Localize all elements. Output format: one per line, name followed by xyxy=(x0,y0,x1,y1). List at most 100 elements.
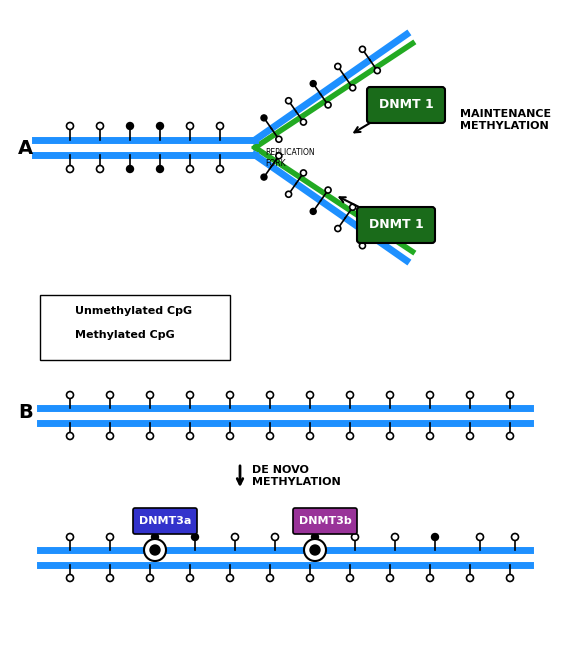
Circle shape xyxy=(186,165,194,173)
Circle shape xyxy=(374,67,380,73)
Circle shape xyxy=(186,122,194,130)
Circle shape xyxy=(107,391,113,399)
Text: A: A xyxy=(18,139,33,157)
Circle shape xyxy=(286,98,292,104)
Text: DE NOVO
METHYLATION: DE NOVO METHYLATION xyxy=(252,465,341,486)
Text: Unmethylated CpG: Unmethylated CpG xyxy=(75,306,192,316)
Circle shape xyxy=(512,533,518,541)
FancyBboxPatch shape xyxy=(40,295,230,360)
Circle shape xyxy=(350,85,356,91)
Circle shape xyxy=(126,165,134,173)
Circle shape xyxy=(261,115,267,121)
FancyBboxPatch shape xyxy=(133,508,197,534)
Circle shape xyxy=(387,574,393,582)
Circle shape xyxy=(150,545,160,555)
Text: DNMT3a: DNMT3a xyxy=(139,516,191,526)
Circle shape xyxy=(146,432,154,440)
Circle shape xyxy=(96,165,103,173)
Circle shape xyxy=(426,391,434,399)
Circle shape xyxy=(325,102,331,108)
Circle shape xyxy=(157,165,163,173)
Circle shape xyxy=(360,46,365,52)
Circle shape xyxy=(325,187,331,193)
Circle shape xyxy=(507,391,513,399)
Circle shape xyxy=(304,539,326,561)
Circle shape xyxy=(67,533,73,541)
Circle shape xyxy=(186,574,194,582)
Circle shape xyxy=(96,122,103,130)
Circle shape xyxy=(310,545,320,555)
Circle shape xyxy=(347,432,353,440)
Circle shape xyxy=(217,122,223,130)
FancyBboxPatch shape xyxy=(367,87,445,123)
Circle shape xyxy=(301,119,306,125)
Circle shape xyxy=(387,391,393,399)
Text: DNMT3b: DNMT3b xyxy=(298,516,351,526)
Circle shape xyxy=(476,533,484,541)
Circle shape xyxy=(301,170,306,176)
Circle shape xyxy=(266,574,274,582)
Circle shape xyxy=(360,243,365,249)
Circle shape xyxy=(146,391,154,399)
Circle shape xyxy=(335,63,341,69)
Circle shape xyxy=(126,122,134,130)
Circle shape xyxy=(507,432,513,440)
Circle shape xyxy=(58,301,66,307)
Circle shape xyxy=(306,391,314,399)
Circle shape xyxy=(311,533,319,541)
FancyBboxPatch shape xyxy=(357,207,435,243)
Circle shape xyxy=(186,432,194,440)
Circle shape xyxy=(426,432,434,440)
Circle shape xyxy=(151,533,159,541)
Circle shape xyxy=(467,432,473,440)
Circle shape xyxy=(507,574,513,582)
Circle shape xyxy=(186,391,194,399)
Text: B: B xyxy=(18,403,33,422)
Circle shape xyxy=(306,574,314,582)
Circle shape xyxy=(352,533,358,541)
Circle shape xyxy=(467,391,473,399)
Circle shape xyxy=(272,533,278,541)
Circle shape xyxy=(286,191,292,197)
FancyBboxPatch shape xyxy=(293,508,357,534)
Circle shape xyxy=(67,122,73,130)
Text: DNMT 1: DNMT 1 xyxy=(379,98,434,112)
Circle shape xyxy=(107,432,113,440)
Circle shape xyxy=(146,574,154,582)
Circle shape xyxy=(107,533,113,541)
Circle shape xyxy=(374,221,380,227)
Text: MAINTENANCE
METHYLATION: MAINTENANCE METHYLATION xyxy=(460,109,551,131)
Circle shape xyxy=(306,432,314,440)
Circle shape xyxy=(67,391,73,399)
Circle shape xyxy=(347,391,353,399)
Circle shape xyxy=(144,539,166,561)
Circle shape xyxy=(310,81,316,87)
Circle shape xyxy=(232,533,238,541)
Circle shape xyxy=(266,432,274,440)
Circle shape xyxy=(67,432,73,440)
Circle shape xyxy=(266,391,274,399)
Circle shape xyxy=(67,574,73,582)
Circle shape xyxy=(58,325,66,332)
Circle shape xyxy=(157,122,163,130)
Circle shape xyxy=(426,574,434,582)
Circle shape xyxy=(467,574,473,582)
Circle shape xyxy=(227,432,233,440)
Circle shape xyxy=(191,533,199,541)
Circle shape xyxy=(227,391,233,399)
Circle shape xyxy=(227,574,233,582)
Text: Methylated CpG: Methylated CpG xyxy=(75,330,174,340)
Text: REPLICATION
FORK: REPLICATION FORK xyxy=(265,148,315,168)
Circle shape xyxy=(276,153,282,159)
Circle shape xyxy=(335,225,341,231)
Circle shape xyxy=(107,574,113,582)
Circle shape xyxy=(387,432,393,440)
Circle shape xyxy=(431,533,439,541)
Circle shape xyxy=(310,208,316,214)
Circle shape xyxy=(217,165,223,173)
Circle shape xyxy=(350,204,356,210)
Circle shape xyxy=(392,533,398,541)
Circle shape xyxy=(67,165,73,173)
Circle shape xyxy=(276,136,282,142)
Circle shape xyxy=(261,174,267,180)
